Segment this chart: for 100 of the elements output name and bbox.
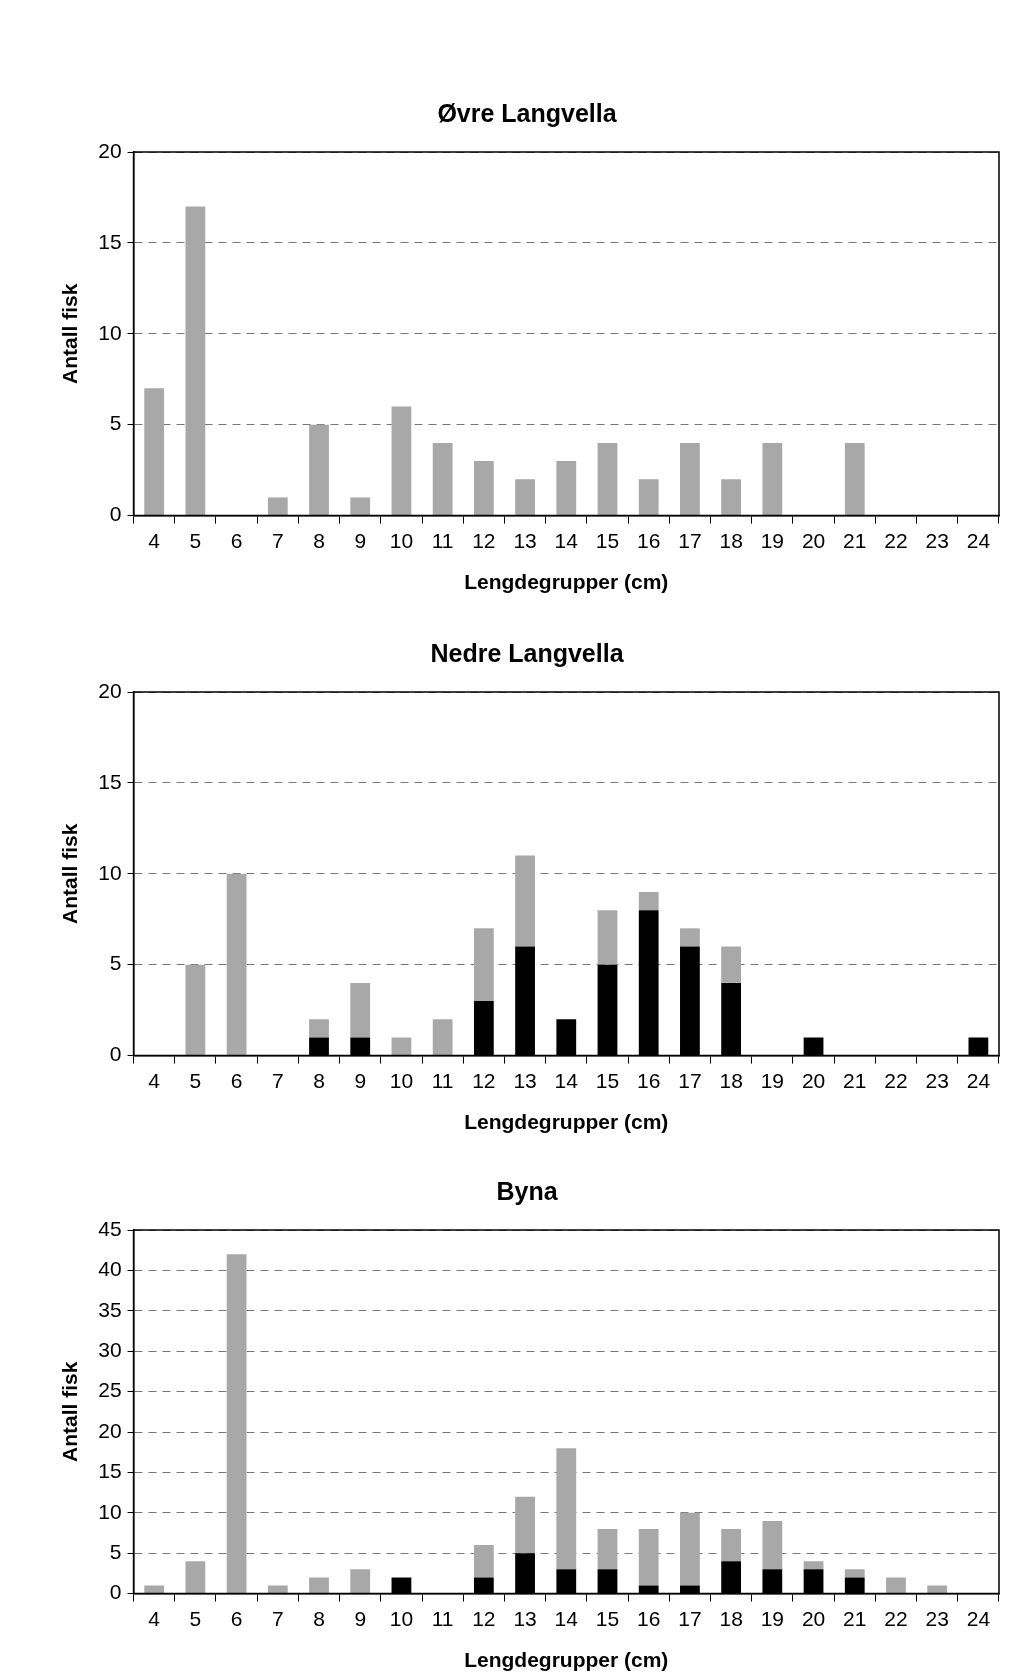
x-tick-label: 5 xyxy=(189,1069,202,1092)
y-tick-label: 0 xyxy=(109,1042,122,1066)
y-tick-label: 5 xyxy=(109,1540,122,1563)
x-tick-label: 24 xyxy=(966,1607,991,1630)
y-tick-label: 30 xyxy=(98,1338,122,1361)
bar xyxy=(638,1528,659,1586)
x-tick-label: 7 xyxy=(271,1607,284,1630)
x-tick-label: 17 xyxy=(678,1069,702,1092)
x-tick-label: 12 xyxy=(472,1069,496,1092)
bar xyxy=(432,1019,453,1056)
x-tick-label: 9 xyxy=(354,1607,367,1630)
bar xyxy=(185,206,206,516)
bar xyxy=(597,442,618,516)
y-tick-label: 10 xyxy=(98,1499,122,1523)
x-tick-label: 23 xyxy=(925,529,949,552)
bar xyxy=(638,891,659,911)
x-tick-label: 22 xyxy=(884,529,908,552)
y-tick-label: 0 xyxy=(109,502,122,526)
x-tick-label: 4 xyxy=(148,1607,161,1630)
chart-title: Nedre Langvella xyxy=(430,638,625,667)
x-tick-label: 18 xyxy=(719,1069,743,1092)
x-tick-label: 13 xyxy=(513,1607,537,1630)
bar xyxy=(680,928,700,947)
bar xyxy=(680,442,700,516)
bar xyxy=(391,406,412,516)
x-tick-label: 10 xyxy=(389,529,414,552)
bar xyxy=(803,1561,824,1570)
x-tick-label: 18 xyxy=(719,529,743,552)
x-tick-label: 12 xyxy=(472,529,496,552)
bar xyxy=(515,855,535,947)
x-tick-label: 7 xyxy=(271,1069,284,1092)
x-tick-label: 24 xyxy=(966,1069,991,1092)
x-tick-label: 24 xyxy=(966,529,991,552)
bar xyxy=(309,424,329,516)
bar xyxy=(391,1037,412,1056)
chart-title: Byna xyxy=(496,1176,559,1205)
x-tick-label: 14 xyxy=(554,529,579,552)
x-tick-label: 9 xyxy=(354,1069,367,1092)
x-tick-label: 21 xyxy=(843,1069,867,1092)
x-tick-label: 7 xyxy=(271,529,284,552)
bar xyxy=(515,1496,535,1554)
x-tick-label: 18 xyxy=(719,1607,743,1630)
x-tick-label: 10 xyxy=(389,1069,414,1092)
x-tick-label: 13 xyxy=(513,529,537,552)
bar xyxy=(432,442,453,516)
x-tick-label: 23 xyxy=(925,1069,949,1092)
y-tick-label: 15 xyxy=(98,229,122,253)
bar xyxy=(185,964,206,1056)
x-tick-label: 8 xyxy=(313,1069,325,1092)
x-tick-label: 22 xyxy=(884,1607,908,1630)
x-axis-title: Lengdegrupper (cm) xyxy=(464,1110,669,1134)
bar xyxy=(226,873,247,1056)
x-axis-title: Lengdegrupper (cm) xyxy=(464,1648,669,1672)
y-axis-title: Antall fisk xyxy=(58,283,82,384)
bar xyxy=(473,461,494,516)
bar xyxy=(309,1019,329,1038)
bar xyxy=(680,1512,700,1586)
x-tick-label: 11 xyxy=(431,1069,454,1092)
x-tick-label: 14 xyxy=(554,1607,579,1630)
y-axis-title: Antall fisk xyxy=(58,1361,82,1462)
x-tick-label: 14 xyxy=(554,1069,579,1092)
x-tick-label: 23 xyxy=(925,1607,949,1630)
x-tick-label: 15 xyxy=(595,1069,620,1092)
bar xyxy=(762,442,783,516)
bar xyxy=(762,1520,783,1570)
x-tick-label: 6 xyxy=(230,529,243,552)
y-tick-label: 25 xyxy=(98,1378,122,1402)
x-tick-label: 17 xyxy=(678,529,702,552)
x-tick-label: 6 xyxy=(230,1607,243,1630)
x-tick-label: 8 xyxy=(313,1607,325,1630)
bar xyxy=(556,1448,577,1570)
x-tick-label: 8 xyxy=(313,529,325,552)
x-tick-label: 5 xyxy=(189,529,202,552)
x-tick-label: 11 xyxy=(431,529,454,552)
x-tick-label: 20 xyxy=(801,529,826,552)
y-tick-label: 20 xyxy=(98,1418,122,1442)
x-tick-label: 21 xyxy=(843,1607,867,1630)
x-tick-label: 20 xyxy=(801,1069,826,1092)
x-tick-label: 13 xyxy=(513,1069,537,1092)
bar xyxy=(473,928,494,1002)
bar xyxy=(144,1585,165,1594)
y-tick-label: 15 xyxy=(98,769,122,793)
x-tick-label: 22 xyxy=(884,1069,908,1092)
bar xyxy=(597,910,618,965)
y-axis-title: Antall fisk xyxy=(58,823,82,924)
y-tick-label: 10 xyxy=(98,860,122,884)
x-tick-label: 12 xyxy=(472,1607,496,1630)
x-tick-label: 15 xyxy=(595,529,620,552)
x-tick-label: 5 xyxy=(189,1607,202,1630)
bar xyxy=(185,1561,206,1594)
x-tick-label: 19 xyxy=(760,529,785,552)
bar xyxy=(927,1585,948,1594)
x-tick-label: 10 xyxy=(389,1607,414,1630)
y-tick-label: 10 xyxy=(98,320,122,344)
bar xyxy=(267,497,288,516)
bar xyxy=(844,1569,865,1578)
bar xyxy=(350,1569,371,1594)
y-tick-label: 5 xyxy=(109,411,122,435)
bar xyxy=(350,982,371,1038)
x-tick-label: 19 xyxy=(760,1069,785,1092)
